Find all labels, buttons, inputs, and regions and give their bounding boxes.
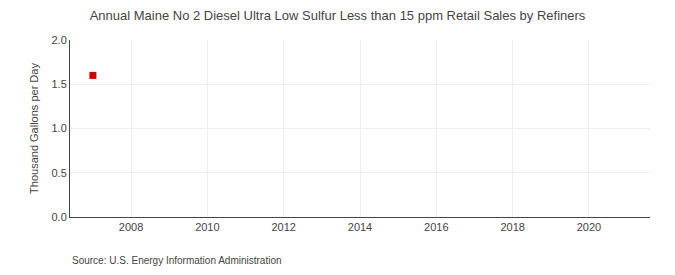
svg-text:2016: 2016 (424, 221, 448, 233)
svg-text:2008: 2008 (119, 221, 143, 233)
svg-text:0.0: 0.0 (52, 211, 67, 223)
svg-text:2010: 2010 (195, 221, 219, 233)
svg-text:2018: 2018 (500, 221, 524, 233)
svg-text:1.0: 1.0 (52, 122, 67, 134)
svg-text:Source: U.S. Energy Informatio: Source: U.S. Energy Information Administ… (72, 255, 282, 266)
svg-text:Thousand Gallons per Day: Thousand Gallons per Day (28, 63, 40, 194)
svg-text:2014: 2014 (348, 221, 372, 233)
svg-text:0.5: 0.5 (52, 167, 67, 179)
svg-text:2012: 2012 (271, 221, 295, 233)
svg-text:2020: 2020 (577, 221, 601, 233)
svg-text:1.5: 1.5 (52, 78, 67, 90)
svg-text:Annual Maine No 2 Diesel Ultra: Annual Maine No 2 Diesel Ultra Low Sulfu… (90, 8, 586, 23)
svg-text:2.0: 2.0 (52, 34, 67, 46)
